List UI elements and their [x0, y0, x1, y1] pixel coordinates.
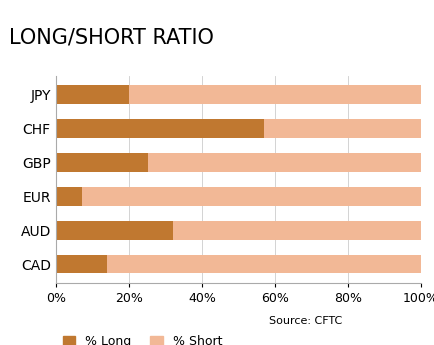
Bar: [56, 255, 108, 274]
Bar: [56, 221, 173, 239]
Bar: [56, 187, 82, 206]
Bar: [129, 85, 421, 104]
Bar: [148, 153, 421, 172]
Bar: [108, 255, 421, 274]
Bar: [56, 119, 264, 138]
Bar: [264, 119, 421, 138]
Text: LONG/SHORT RATIO: LONG/SHORT RATIO: [9, 28, 214, 48]
Bar: [56, 85, 129, 104]
Text: Source: CFTC: Source: CFTC: [269, 316, 342, 326]
Bar: [56, 153, 148, 172]
Bar: [82, 187, 421, 206]
Legend: % Long, % Short: % Long, % Short: [62, 335, 222, 345]
Bar: [173, 221, 421, 239]
